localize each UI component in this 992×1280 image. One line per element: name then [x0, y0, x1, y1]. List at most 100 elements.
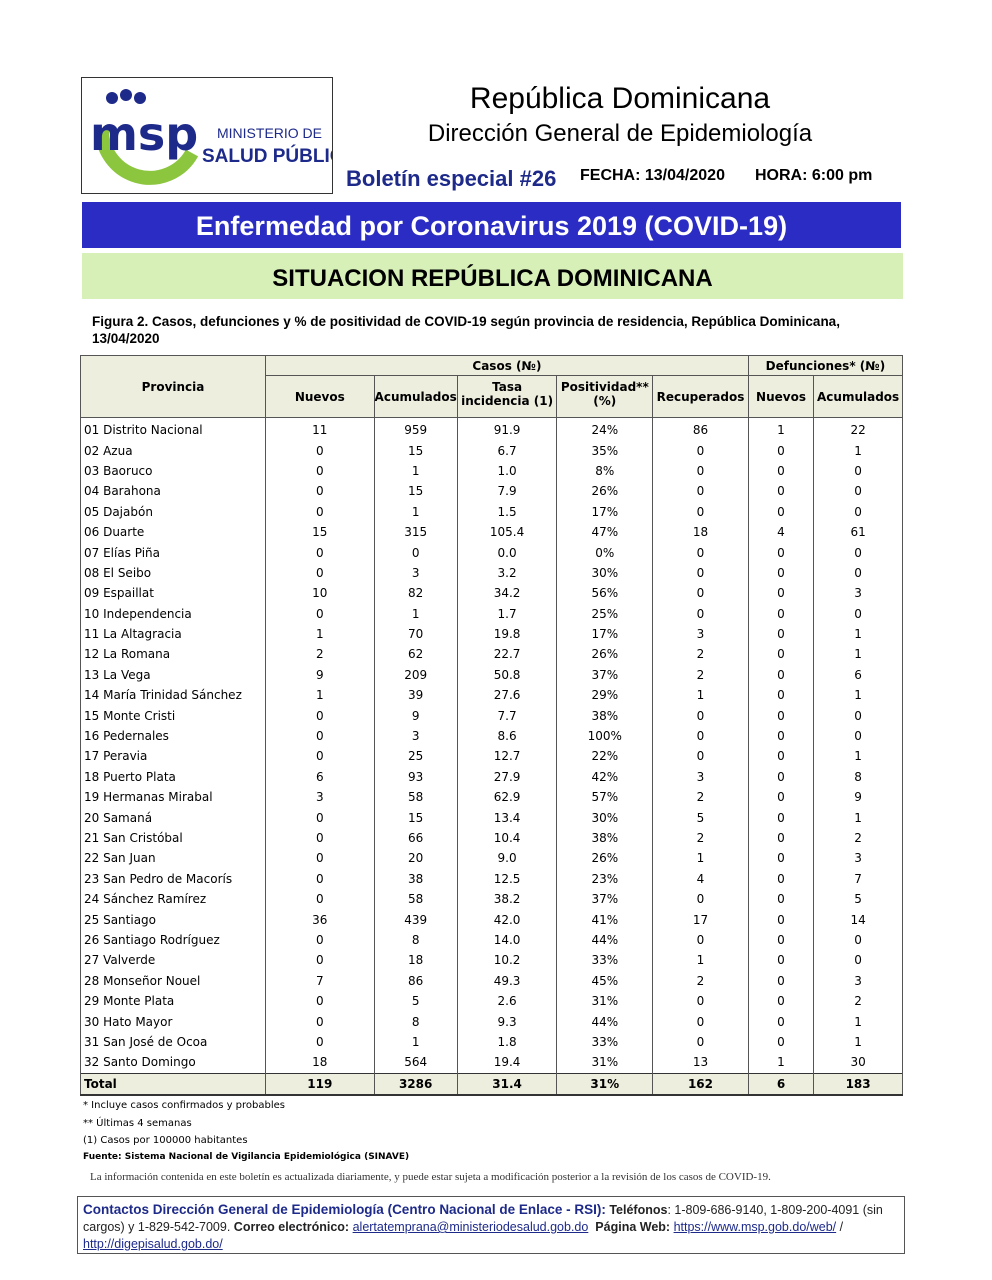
value-cell: 22 [813, 417, 903, 441]
value-cell: 1.7 [456, 603, 558, 624]
value-cell: 0 [265, 950, 375, 971]
value-cell: 1 [373, 460, 458, 482]
value-cell: 1 [813, 746, 903, 767]
value-cell: 2 [652, 664, 749, 686]
value-cell: 105.4 [456, 521, 558, 543]
value-cell: 0 [652, 990, 749, 1012]
value-cell: 10.4 [456, 827, 558, 849]
value-cell: 0 [652, 746, 749, 767]
value-cell: 70 [373, 623, 458, 645]
province-cell: 21 San Cristóbal [79, 827, 267, 849]
table-row: 20 Samaná 0 15 13.4 30% 5 0 1 [79, 807, 903, 828]
value-cell: 25% [556, 603, 654, 624]
province-cell: 07 Elías Piña [79, 542, 267, 563]
value-cell: 11 [265, 417, 375, 441]
value-cell: 0 [813, 481, 903, 502]
web-link-digepi[interactable]: http://digepisalud.gob.do/ [83, 1237, 223, 1251]
province-cell: 23 San Pedro de Macorís [79, 868, 267, 889]
value-cell: 49.3 [456, 970, 558, 991]
value-cell: 17% [556, 501, 654, 522]
value-cell: 1 [652, 848, 749, 869]
figure-caption: Figura 2. Casos, defunciones y % de posi… [92, 314, 840, 346]
table-row: 14 María Trinidad Sánchez 1 39 27.6 29% 1 0 1 [79, 685, 903, 706]
phones: : 1-809-686-9140, 1-809-200-4091 (sin ca… [83, 1203, 883, 1234]
value-cell: 183 [813, 1072, 903, 1096]
value-cell: 2 [813, 827, 903, 849]
value-cell: 66 [373, 827, 458, 849]
value-cell: 30 [813, 1052, 903, 1073]
value-cell: 1 [652, 950, 749, 971]
value-cell: 0 [652, 460, 749, 482]
value-cell: 2.6 [456, 990, 558, 1012]
value-cell: 0 [652, 1031, 749, 1053]
note-1: * Incluye casos confirmados y probables [83, 1100, 286, 1111]
table-row: 09 Espaillat 10 82 34.2 56% 0 0 3 [79, 583, 903, 604]
table-row: 24 Sánchez Ramírez 0 58 38.2 37% 0 0 5 [79, 888, 903, 910]
column-header: Acumulados [813, 375, 903, 418]
value-cell: 93 [373, 766, 458, 788]
table-row: 11 La Altagracia 1 70 19.8 17% 3 0 1 [79, 623, 903, 645]
value-cell: 58 [373, 888, 458, 910]
value-cell: 0 [747, 787, 815, 808]
bulletin-date: FECHA: 13/04/2020 [580, 167, 725, 184]
value-cell: 15 [373, 807, 458, 828]
header-provincia: Provincia [79, 355, 267, 418]
value-cell: 1 [373, 603, 458, 624]
email-link[interactable]: alertatemprana@ministeriodesalud.gob.do [352, 1220, 589, 1234]
value-cell: 6 [747, 1072, 815, 1096]
msp-logo-icon: msp MINISTERIO DE SALUD PÚBLICA [90, 89, 357, 185]
value-cell: 0 [747, 481, 815, 502]
value-cell: 0 [747, 664, 815, 686]
province-table: Provincia Casos (№) Defunciones* (№) Nue… [79, 355, 904, 1096]
value-cell: 1 [652, 685, 749, 706]
value-cell: 8 [373, 1011, 458, 1032]
value-cell: 7 [813, 868, 903, 889]
value-cell: 5 [373, 990, 458, 1012]
value-cell: 2 [265, 644, 375, 665]
value-cell: 0 [652, 929, 749, 951]
table-row: 06 Duarte 15 315 105.4 47% 18 4 61 [79, 521, 903, 543]
table-row: 29 Monte Plata 0 5 2.6 31% 0 0 2 [79, 990, 903, 1012]
value-cell: 30% [556, 807, 654, 828]
value-cell: 17% [556, 623, 654, 645]
value-cell: 57% [556, 787, 654, 808]
province-cell: Total [79, 1072, 267, 1096]
value-cell: 0 [265, 868, 375, 889]
value-cell: 0 [652, 888, 749, 910]
value-cell: 315 [373, 521, 458, 543]
value-cell: 0 [652, 481, 749, 502]
value-cell: 5 [652, 807, 749, 828]
value-cell: 1 [813, 623, 903, 645]
value-cell: 0 [652, 603, 749, 624]
value-cell: 47% [556, 521, 654, 543]
web-link-msp[interactable]: https://www.msp.gob.do/web/ [673, 1220, 837, 1234]
value-cell: 0 [265, 562, 375, 584]
value-cell: 12.7 [456, 746, 558, 767]
table-row: 28 Monseñor Nouel 7 86 49.3 45% 2 0 3 [79, 970, 903, 991]
value-cell: 0 [265, 705, 375, 726]
value-cell: 8% [556, 460, 654, 482]
province-cell: 22 San Juan [79, 848, 267, 869]
value-cell: 1.8 [456, 1031, 558, 1053]
value-cell: 0 [652, 501, 749, 522]
value-cell: 0 [747, 644, 815, 665]
value-cell: 0 [265, 827, 375, 849]
table-row: 13 La Vega 9 209 50.8 37% 2 0 6 [79, 664, 903, 686]
value-cell: 22.7 [456, 644, 558, 665]
value-cell: 0 [747, 705, 815, 726]
value-cell: 44% [556, 929, 654, 951]
value-cell: 3.2 [456, 562, 558, 584]
value-cell: 2 [652, 827, 749, 849]
value-cell: 0 [747, 766, 815, 788]
value-cell: 6 [813, 664, 903, 686]
value-cell: 41% [556, 909, 654, 930]
header-casos: Casos (№) [265, 355, 749, 376]
value-cell: 2 [652, 644, 749, 665]
value-cell: 22% [556, 746, 654, 767]
province-cell: 14 María Trinidad Sánchez [79, 685, 267, 706]
bulletin-time: HORA: 6:00 pm [755, 167, 873, 184]
value-cell: 0 [747, 888, 815, 910]
value-cell: 61 [813, 521, 903, 543]
value-cell: 0 [813, 562, 903, 584]
value-cell: 0 [747, 542, 815, 563]
